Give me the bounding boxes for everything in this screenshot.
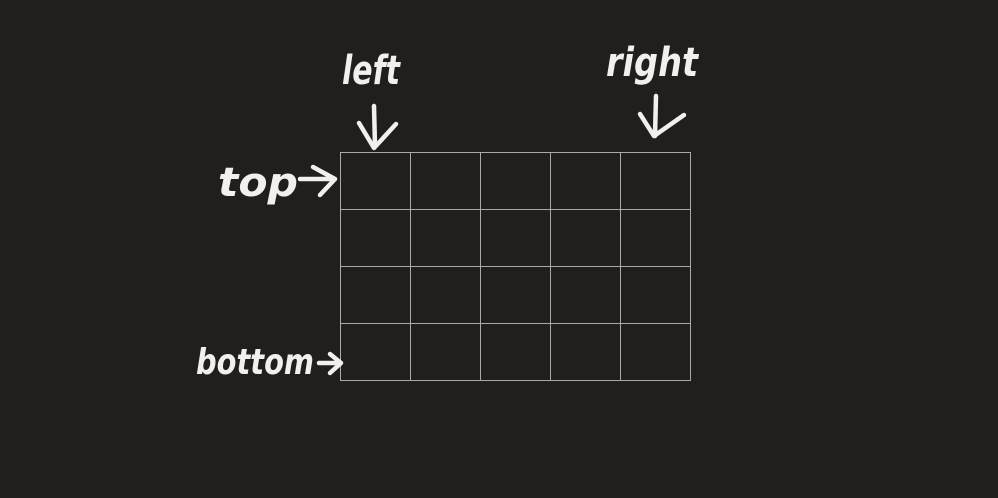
- bottom-right-arrow-icon: [316, 351, 344, 376]
- right-label: right: [606, 40, 700, 86]
- top-right-arrow-icon: [297, 164, 338, 198]
- left-down-arrow-icon: [356, 103, 399, 151]
- left-label: left: [342, 48, 401, 94]
- right-down-arrow-icon: [637, 93, 687, 139]
- top-label: top: [218, 160, 298, 206]
- grid-table: [340, 152, 691, 381]
- bottom-label: bottom: [196, 342, 314, 383]
